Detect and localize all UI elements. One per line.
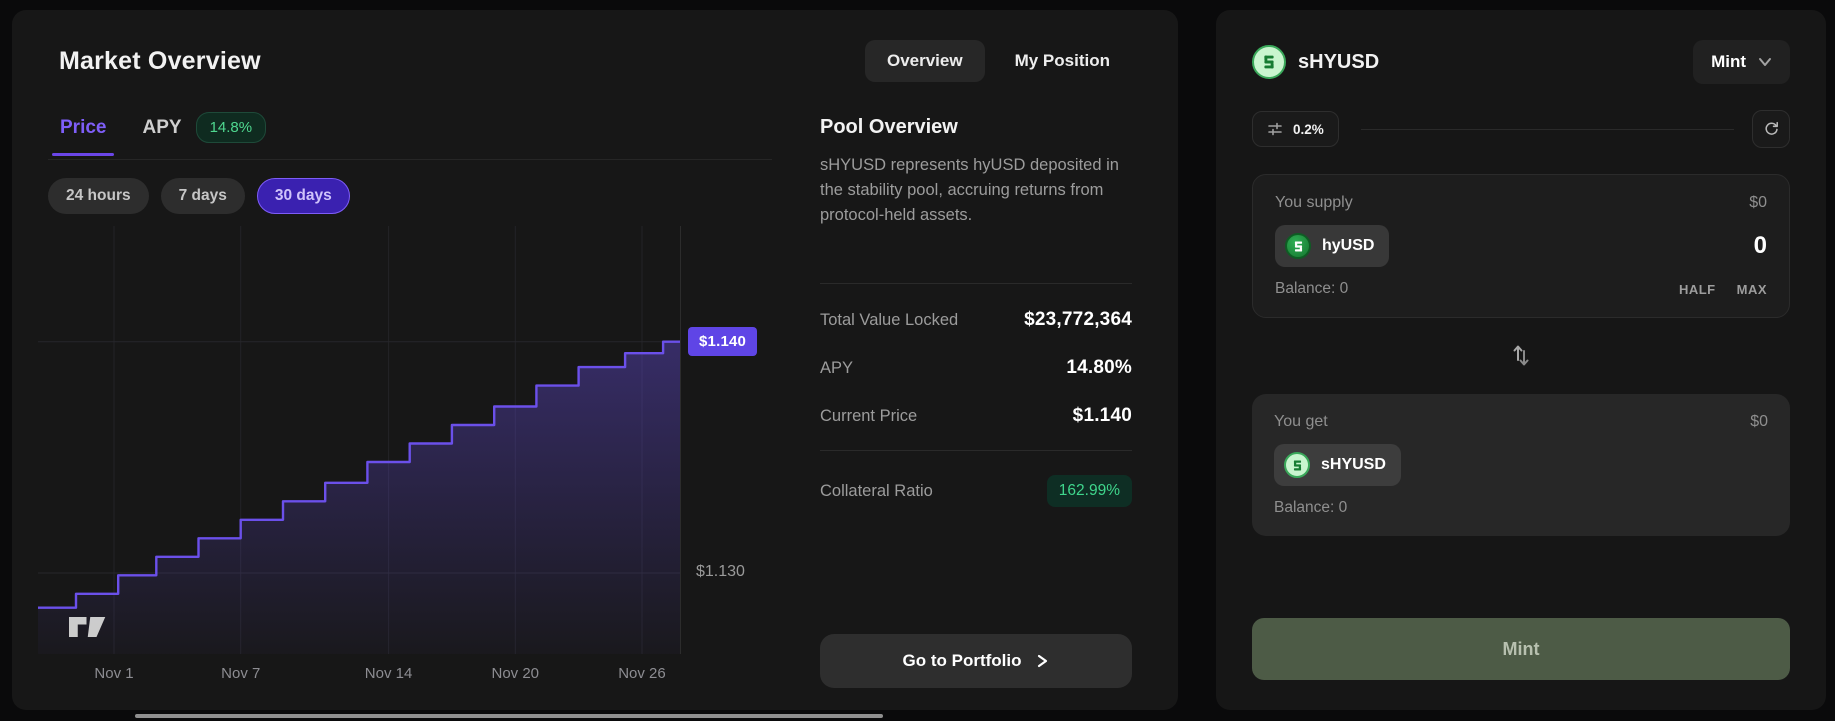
stat-row-current-price: Current Price $1.140 — [820, 392, 1132, 440]
price-axis: $1.140 $1.130 — [680, 226, 772, 654]
pool-overview-column: Pool Overview sHYUSD represents hyUSD de… — [820, 102, 1132, 688]
supply-amount-input[interactable]: 0 — [1753, 232, 1767, 259]
stat-label: Total Value Locked — [820, 310, 959, 329]
stat-value: $1.140 — [1072, 405, 1132, 427]
mint-swap-panel: sHYUSD Mint 0.2% You supply — [1216, 10, 1826, 710]
last-price-badge: $1.140 — [688, 326, 758, 356]
max-button[interactable]: MAX — [1736, 281, 1767, 297]
price-chart-area: $1.140 $1.130 Nov 1 Nov 7 Nov 14 Nov 20 Nov … — [38, 226, 772, 688]
receive-balance: Balance: 0 — [1274, 499, 1348, 516]
market-header: Market Overview Overview My Position — [48, 40, 1132, 82]
pool-overview-title: Pool Overview — [820, 116, 958, 138]
collateral-ratio-badge: 162.99% — [1046, 475, 1132, 508]
stat-row-collateral-ratio: Collateral Ratio 162.99% — [820, 457, 1132, 525]
receive-label: You get — [1274, 413, 1328, 430]
x-axis-tick-label: Nov 20 — [491, 665, 540, 682]
receive-usd-value: $0 — [1750, 413, 1768, 430]
divider — [820, 450, 1132, 452]
swap-direction-button[interactable] — [1505, 338, 1537, 376]
stat-value: 14.80% — [1066, 357, 1132, 379]
mode-select-dropdown[interactable]: Mint — [1693, 40, 1790, 84]
horizontal-scrollbar[interactable] — [135, 714, 883, 718]
chevron-right-icon — [1038, 654, 1048, 668]
settings-sliders-icon — [1268, 122, 1282, 136]
supply-label: You supply — [1275, 194, 1353, 211]
slippage-value: 0.2% — [1293, 121, 1324, 137]
price-chart-plot[interactable] — [38, 226, 680, 654]
supply-token-name: hyUSD — [1322, 237, 1375, 254]
go-to-portfolio-button[interactable]: Go to Portfolio — [820, 634, 1132, 688]
stat-label: APY — [820, 358, 854, 377]
supply-token-selector[interactable]: hyUSD — [1275, 225, 1390, 267]
price-chart[interactable] — [38, 226, 680, 654]
supply-usd-value: $0 — [1749, 194, 1767, 211]
range-24-hours-button[interactable]: 24 hours — [48, 178, 149, 214]
x-axis-tick-label: Nov 1 — [94, 665, 134, 682]
chevron-down-icon — [1759, 58, 1771, 66]
time-axis-labels: Nov 1 Nov 7 Nov 14 Nov 20 Nov 26 — [38, 654, 680, 688]
page-title: Market Overview — [59, 46, 261, 75]
stat-value: $23,772,364 — [1024, 309, 1132, 331]
divider — [1360, 128, 1734, 130]
token-header: sHYUSD — [1252, 45, 1379, 79]
you-supply-card: You supply $0 hyUSD 0 Balance: 0 HALF MA… — [1252, 174, 1790, 318]
mint-submit-button[interactable]: Mint — [1252, 618, 1790, 680]
stat-label: Collateral Ratio — [820, 481, 933, 500]
refresh-icon — [1765, 121, 1778, 135]
time-axis: Nov 1 Nov 7 Nov 14 Nov 20 Nov 26 — [38, 654, 772, 688]
time-range-buttons: 24 hours 7 days 30 days — [48, 178, 772, 214]
apy-badge: 14.8% — [195, 112, 267, 143]
token-name: sHYUSD — [1298, 50, 1380, 73]
chart-column: Price APY 14.8% 24 hours 7 days 30 days — [38, 102, 772, 688]
tradingview-logo[interactable] — [64, 612, 124, 642]
slippage-settings-button[interactable]: 0.2% — [1252, 111, 1339, 147]
x-axis-tick-label: Nov 7 — [221, 665, 261, 682]
receive-token-name: sHYUSD — [1321, 456, 1386, 473]
stat-label: Current Price — [820, 406, 918, 425]
swap-arrows-icon — [1513, 345, 1529, 366]
tab-price[interactable]: Price — [51, 116, 116, 156]
refresh-button[interactable] — [1752, 110, 1790, 148]
tab-overview[interactable]: Overview — [864, 40, 985, 82]
tab-apy[interactable]: APY 14.8% — [142, 112, 267, 143]
supply-balance: Balance: 0 — [1275, 280, 1349, 297]
shyusd-token-icon — [1284, 452, 1310, 478]
stat-row-apy: APY 14.80% — [820, 344, 1132, 392]
swap-direction-container — [1252, 338, 1790, 376]
slippage-row: 0.2% — [1252, 110, 1790, 148]
range-7-days-button[interactable]: 7 days — [160, 178, 245, 214]
stat-row-tvl: Total Value Locked $23,772,364 — [820, 296, 1132, 344]
receive-token-selector[interactable]: sHYUSD — [1274, 444, 1401, 486]
x-axis-tick-label: Nov 14 — [364, 665, 413, 682]
you-get-card: You get $0 sHYUSD Balance: 0 — [1252, 394, 1790, 536]
hyusd-token-icon — [1285, 233, 1311, 259]
divider — [820, 283, 1132, 285]
metric-tabs: Price APY 14.8% — [48, 102, 772, 160]
tab-my-position[interactable]: My Position — [1014, 51, 1110, 70]
y-axis-tick-label: $1.130 — [696, 563, 745, 581]
market-overview-panel: Market Overview Overview My Position Pri… — [12, 10, 1178, 710]
range-30-days-button[interactable]: 30 days — [256, 178, 350, 214]
pool-description: sHYUSD represents hyUSD deposited in the… — [820, 156, 1119, 224]
x-axis-tick-label: Nov 26 — [618, 665, 666, 682]
half-button[interactable]: HALF — [1678, 281, 1716, 297]
shyusd-token-icon — [1252, 45, 1286, 79]
view-tabs: Overview My Position — [864, 40, 1132, 82]
swap-header: sHYUSD Mint — [1252, 40, 1790, 84]
